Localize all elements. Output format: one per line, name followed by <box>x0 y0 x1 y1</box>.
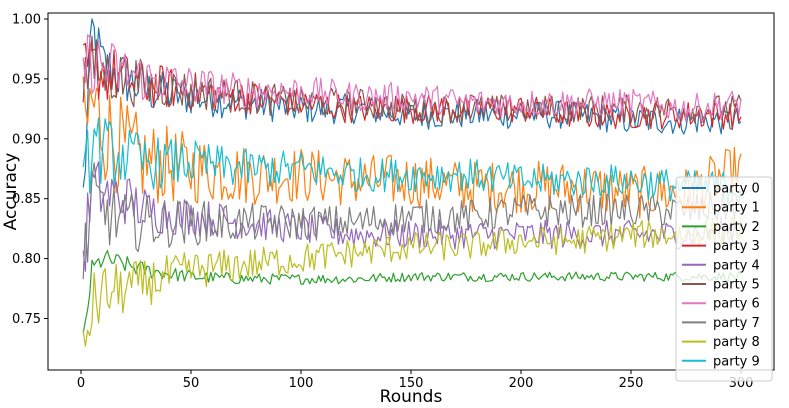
y-axis-label: Accuracy <box>1 153 21 231</box>
x-tick-label: 100 <box>289 376 314 391</box>
legend-label: party 5 <box>713 278 760 293</box>
y-tick-label: 0.85 <box>12 192 41 207</box>
series-line-party-4 <box>82 161 742 272</box>
y-tick-label: 0.75 <box>12 312 41 327</box>
legend-label: party 8 <box>713 335 760 350</box>
y-tick-label: 0.80 <box>12 252 41 267</box>
legend-label: party 6 <box>713 297 760 312</box>
y-tick-label: 0.90 <box>12 132 41 147</box>
x-tick-label: 250 <box>619 376 644 391</box>
legend-label: party 1 <box>713 201 760 216</box>
y-tick-label: 1.00 <box>12 12 41 27</box>
series-line-party-7 <box>82 162 742 280</box>
legend-box <box>675 176 773 382</box>
series-line-party-9 <box>82 117 742 204</box>
y-axis: 0.75 0.80 0.85 0.90 0.95 1.00 <box>12 12 48 327</box>
x-tick-label: 200 <box>509 376 534 391</box>
legend-label: party 3 <box>713 239 760 254</box>
series-line-party-6 <box>82 34 742 123</box>
x-tick-label: 150 <box>399 376 424 391</box>
x-axis-label: Rounds <box>380 387 443 407</box>
x-tick-label: 50 <box>183 376 200 391</box>
series-lines <box>82 18 742 347</box>
series-line-party-5 <box>82 35 742 124</box>
x-tick-label: 0 <box>77 376 85 391</box>
legend: party 0 party 1 party 2 party 3 party 4 party… <box>675 176 773 382</box>
legend-label: party 0 <box>713 182 760 197</box>
legend-label: party 2 <box>713 220 760 235</box>
series-line-party-8 <box>82 216 742 347</box>
legend-label: party 4 <box>713 258 760 273</box>
legend-label: party 7 <box>713 316 760 331</box>
y-tick-label: 0.95 <box>12 72 41 87</box>
series-line-party-2 <box>82 250 742 334</box>
legend-label: party 9 <box>713 354 760 369</box>
